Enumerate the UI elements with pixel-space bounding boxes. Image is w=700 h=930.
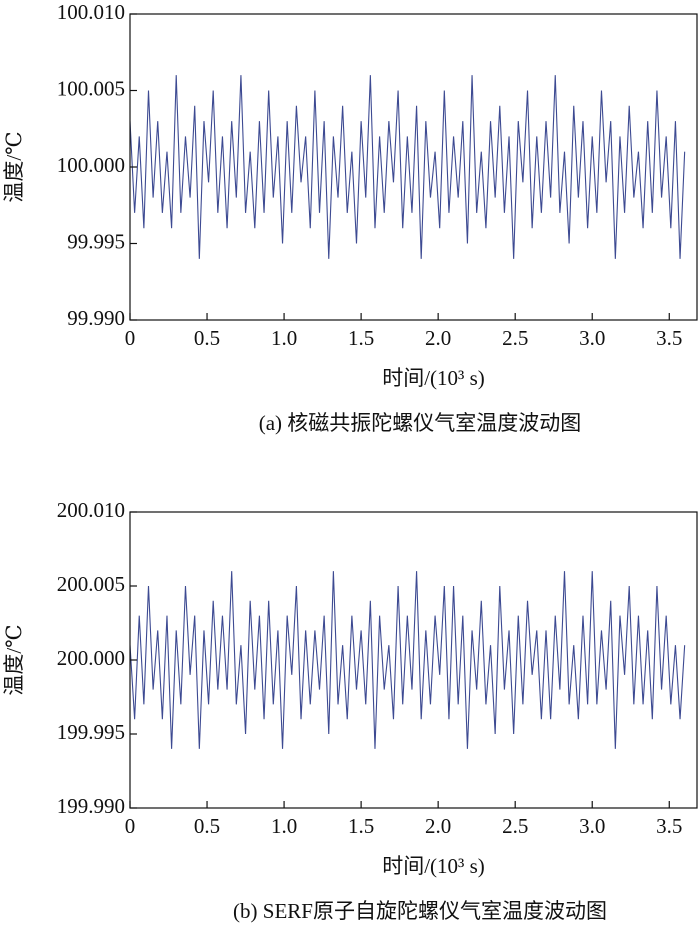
x-tick-label: 0 [125, 326, 136, 350]
y-tick-label: 100.000 [57, 153, 125, 177]
x-tick-label: 3.5 [656, 326, 682, 350]
y-tick-label: 99.990 [67, 306, 125, 330]
y-tick-label: 99.995 [67, 229, 125, 253]
y-tick-label: 100.005 [57, 76, 125, 100]
x-tick-label: 0.5 [194, 814, 220, 838]
y-tick-label: 199.995 [57, 720, 125, 744]
caption: (a) 核磁共振陀螺仪气室温度波动图 [259, 411, 582, 435]
x-axis-label: 时间/(10³ s) [382, 854, 485, 878]
chart-panel: 99.990 99.995 100.000 100.005 100.010 0 0.5 1.0… [2, 0, 698, 435]
y-tick-label: 200.000 [57, 646, 125, 670]
caption: (b) SERF原子自旋陀螺仪气室温度波动图 [233, 899, 607, 923]
x-tick-label: 3.0 [579, 326, 605, 350]
x-tick-label: 2.0 [425, 814, 451, 838]
y-axis-label: 温度/℃ [2, 624, 26, 695]
data-line [130, 75, 686, 259]
x-tick-label: 2.0 [425, 326, 451, 350]
x-tick-label: 3.0 [579, 814, 605, 838]
y-tick-label: 200.005 [57, 572, 125, 596]
y-axis-label: 温度/℃ [2, 131, 26, 202]
x-tick-label: 1.0 [271, 814, 297, 838]
y-tick-label: 200.010 [57, 498, 125, 522]
chart-panel: 199.990 199.995 200.000 200.005 200.010 0 0.5 1… [2, 498, 698, 923]
x-tick-label: 0 [125, 814, 136, 838]
x-tick-label: 3.5 [656, 814, 682, 838]
x-tick-label: 2.5 [502, 814, 528, 838]
x-axis-label: 时间/(10³ s) [382, 366, 485, 390]
x-tick-label: 1.0 [271, 326, 297, 350]
data-line [130, 571, 686, 749]
x-tick-label: 1.5 [348, 814, 374, 838]
y-tick-label: 100.010 [57, 0, 125, 24]
x-tick-label: 2.5 [502, 326, 528, 350]
x-tick-label: 1.5 [348, 326, 374, 350]
x-tick-label: 0.5 [194, 326, 220, 350]
y-tick-label: 199.990 [57, 794, 125, 818]
